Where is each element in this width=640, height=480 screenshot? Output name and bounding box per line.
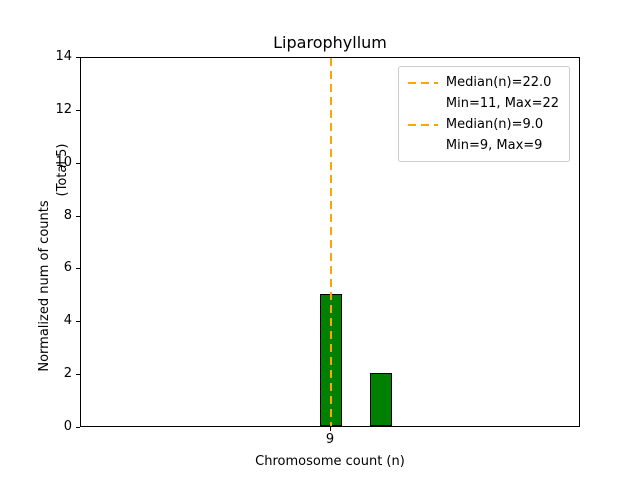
dashed-line-icon	[407, 123, 438, 126]
legend-label: Min=9, Max=9	[445, 138, 543, 153]
y-tick-mark	[76, 374, 80, 376]
legend-marker-spacer	[408, 145, 438, 147]
y-tick-mark	[76, 268, 80, 270]
median-vline	[330, 58, 332, 426]
chart-title: Liparophyllum	[273, 33, 387, 52]
y-tick-label: 10	[55, 154, 72, 170]
y-tick-label: 6	[63, 260, 72, 276]
y-axis-label: Normalized num of counts	[37, 200, 52, 372]
legend-item: Min=9, Max=9	[408, 137, 559, 154]
legend-item: Min=11, Max=22	[408, 95, 559, 112]
y-tick-mark	[76, 57, 80, 58]
bar	[369, 373, 393, 426]
legend-label: Median(n)=9.0	[445, 117, 544, 132]
y-tick-label: 12	[55, 101, 72, 117]
x-axis-label: Chromosome count (n)	[255, 454, 405, 469]
legend-item: Median(n)=22.0	[407, 74, 559, 91]
x-tick-label: 9	[325, 432, 335, 447]
y-tick-mark	[76, 215, 80, 217]
y-tick-mark	[76, 162, 80, 164]
y-tick-label: 2	[63, 366, 72, 382]
x-tick-mark	[330, 427, 331, 431]
y-tick-label: 4	[63, 313, 72, 329]
y-tick-label: 14	[55, 49, 72, 64]
dashed-line-icon	[407, 81, 438, 84]
y-tick-label: 0	[63, 419, 72, 434]
legend-label: Min=11, Max=22	[445, 96, 559, 111]
legend-marker-spacer	[408, 103, 438, 105]
y-tick-label: 8	[63, 207, 72, 223]
y-tick-mark	[76, 109, 80, 111]
legend-label: Median(n)=22.0	[445, 75, 552, 90]
y-tick-mark	[76, 427, 80, 428]
y-tick-mark	[76, 321, 80, 323]
legend-item: Median(n)=9.0	[407, 116, 559, 133]
legend: Median(n)=22.0 Min=11, Max=22 Median(n)=9.…	[397, 66, 570, 162]
